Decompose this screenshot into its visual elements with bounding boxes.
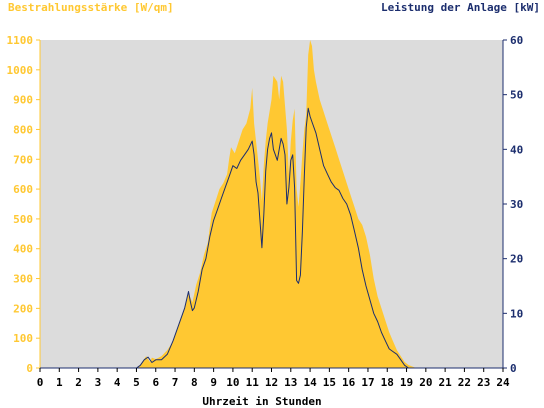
x-tick-label: 2 <box>75 376 82 389</box>
x-tick-label: 20 <box>419 376 432 389</box>
x-tick-label: 8 <box>191 376 198 389</box>
left-tick-label: 200 <box>13 302 33 315</box>
left-tick-label: 800 <box>13 123 33 136</box>
left-tick-label: 100 <box>13 332 33 345</box>
left-tick-label: 400 <box>13 243 33 256</box>
x-tick-label: 24 <box>496 376 510 389</box>
x-tick-label: 12 <box>265 376 278 389</box>
axes-layer: 0100200300400500600700800900100011000102… <box>7 34 524 389</box>
left-tick-label: 300 <box>13 273 33 286</box>
irradiance-area <box>40 40 503 368</box>
right-tick-label: 0 <box>510 362 517 375</box>
x-tick-label: 10 <box>226 376 239 389</box>
right-tick-label: 50 <box>510 89 523 102</box>
x-tick-label: 23 <box>477 376 490 389</box>
left-tick-label: 1100 <box>7 34 34 47</box>
x-tick-label: 0 <box>37 376 44 389</box>
x-tick-label: 9 <box>210 376 217 389</box>
series-layer <box>40 40 503 369</box>
x-tick-label: 4 <box>114 376 121 389</box>
x-tick-label: 19 <box>400 376 413 389</box>
x-tick-label: 7 <box>172 376 179 389</box>
right-tick-label: 40 <box>510 143 523 156</box>
left-tick-label: 1000 <box>7 64 34 77</box>
right-tick-label: 20 <box>510 253 523 266</box>
left-tick-label: 500 <box>13 213 33 226</box>
x-tick-label: 1 <box>56 376 63 389</box>
x-tick-label: 6 <box>152 376 159 389</box>
x-tick-label: 16 <box>342 376 356 389</box>
right-tick-label: 10 <box>510 307 523 320</box>
x-tick-label: 17 <box>361 376 374 389</box>
power-line <box>40 107 503 369</box>
left-tick-label: 700 <box>13 153 33 166</box>
x-tick-label: 11 <box>246 376 260 389</box>
left-axis-title: Bestrahlungsstärke [W/qm] <box>8 1 174 14</box>
right-tick-label: 60 <box>510 34 523 47</box>
left-tick-label: 900 <box>13 94 33 107</box>
x-tick-label: 14 <box>303 376 317 389</box>
left-tick-label: 600 <box>13 183 33 196</box>
left-tick-label: 0 <box>26 362 33 375</box>
x-tick-label: 3 <box>95 376 102 389</box>
x-tick-label: 5 <box>133 376 140 389</box>
x-tick-label: 15 <box>323 376 336 389</box>
x-tick-label: 22 <box>458 376 471 389</box>
x-tick-label: 13 <box>284 376 297 389</box>
x-axis-label: Uhrzeit in Stunden <box>202 395 321 408</box>
right-tick-label: 30 <box>510 198 523 211</box>
right-axis-title: Leistung der Anlage [kW] <box>381 1 540 14</box>
x-tick-label: 18 <box>381 376 394 389</box>
x-tick-label: 21 <box>439 376 453 389</box>
